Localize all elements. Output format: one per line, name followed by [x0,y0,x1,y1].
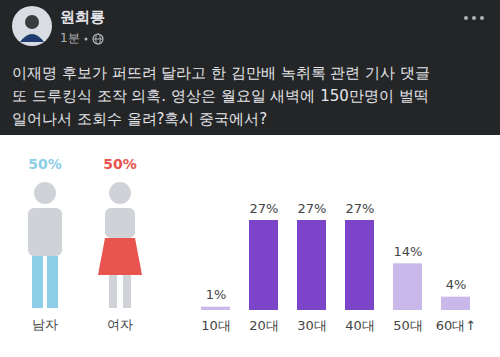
svg-text:27%: 27% [250,201,279,216]
svg-text:60대↑: 60대↑ [436,318,476,333]
svg-text:1%: 1% [206,287,227,302]
html-text:1분: 1분 [60,31,80,45]
svg-text:50%: 50% [103,156,137,172]
svg-text:14%: 14% [394,244,423,259]
svg-text:4%: 4% [446,277,467,292]
html-text:또 드루킹식 조작 의혹. 영상은 월요일 새벽에 150만: 또 드루킹식 조작 의혹. 영상은 월요일 새벽에 150만명이 벌떡 [12,87,429,105]
svg-text:27%: 27% [298,201,327,216]
html-text:원희룡: 원희룡 [60,8,105,26]
svg-text:20대: 20대 [249,318,279,333]
svg-text:50%: 50% [28,156,62,172]
svg-text:30대: 30대 [297,318,327,333]
svg-text:남자: 남자 [32,317,58,332]
svg-text:여자: 여자 [107,317,133,332]
svg-text:10대: 10대 [201,318,231,333]
svg-text:27%: 27% [346,201,375,216]
html-text:일어나서 조회수 올려?혹시 중국에서?: 일어나서 조회수 올려?혹시 중국에서? [12,110,268,128]
svg-text:50대: 50대 [393,318,423,333]
svg-text:40대: 40대 [345,318,375,333]
html-text:이재명 후보가 퍼뜨려 달라고 한 김만배 녹취록 관련 기: 이재명 후보가 퍼뜨려 달라고 한 김만배 녹취록 관련 기사 댓글 [12,64,430,82]
